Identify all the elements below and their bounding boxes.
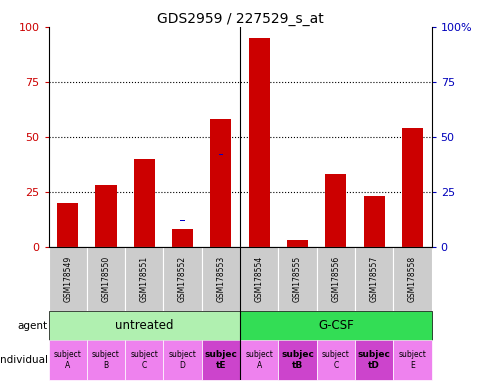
Bar <box>48 311 240 340</box>
Text: subject
C: subject C <box>321 351 349 370</box>
Bar <box>354 340 393 380</box>
Bar <box>163 340 201 380</box>
Text: subject
A: subject A <box>54 351 81 370</box>
Bar <box>325 174 346 247</box>
Text: GSM178556: GSM178556 <box>331 256 340 302</box>
Bar <box>278 340 316 380</box>
Bar <box>316 247 354 311</box>
Text: GSM178558: GSM178558 <box>407 256 416 302</box>
Text: untreated: untreated <box>115 319 173 332</box>
Text: G-CSF: G-CSF <box>318 319 353 332</box>
Text: subject
D: subject D <box>168 351 196 370</box>
Bar <box>210 119 231 247</box>
Text: subjec
tB: subjec tB <box>281 351 313 370</box>
Text: GSM178555: GSM178555 <box>292 256 302 302</box>
Bar <box>172 229 193 247</box>
Text: subject
C: subject C <box>130 351 158 370</box>
Bar <box>393 247 431 311</box>
Text: subject
B: subject B <box>92 351 120 370</box>
Bar <box>48 340 87 380</box>
Text: GSM178550: GSM178550 <box>101 256 110 302</box>
Bar <box>87 247 125 311</box>
Text: GSM178557: GSM178557 <box>369 256 378 302</box>
Bar <box>95 185 116 247</box>
Bar <box>57 203 78 247</box>
Text: GSM178554: GSM178554 <box>254 256 263 302</box>
Text: subjec
tD: subjec tD <box>357 351 390 370</box>
Bar <box>316 340 354 380</box>
Text: GSM178553: GSM178553 <box>216 256 225 302</box>
Text: GSM178551: GSM178551 <box>139 256 149 302</box>
Bar <box>287 240 307 247</box>
Bar <box>393 340 431 380</box>
Text: subject
E: subject E <box>398 351 425 370</box>
Bar <box>240 311 431 340</box>
Text: subject
A: subject A <box>245 351 272 370</box>
Bar <box>240 340 278 380</box>
Title: GDS2959 / 227529_s_at: GDS2959 / 227529_s_at <box>156 12 323 26</box>
Bar <box>201 247 240 311</box>
Bar <box>125 247 163 311</box>
Text: agent: agent <box>17 321 47 331</box>
Bar <box>240 247 278 311</box>
Bar <box>48 247 87 311</box>
Bar <box>134 159 154 247</box>
Bar <box>401 128 422 247</box>
Bar <box>248 38 269 247</box>
Bar <box>278 247 316 311</box>
Bar <box>363 196 384 247</box>
Bar <box>125 340 163 380</box>
Text: GSM178549: GSM178549 <box>63 256 72 302</box>
Bar <box>201 340 240 380</box>
Text: subjec
tE: subjec tE <box>204 351 237 370</box>
Text: GSM178552: GSM178552 <box>178 256 187 302</box>
Text: individual: individual <box>0 355 47 365</box>
Bar <box>163 247 201 311</box>
Bar <box>354 247 393 311</box>
Bar <box>87 340 125 380</box>
